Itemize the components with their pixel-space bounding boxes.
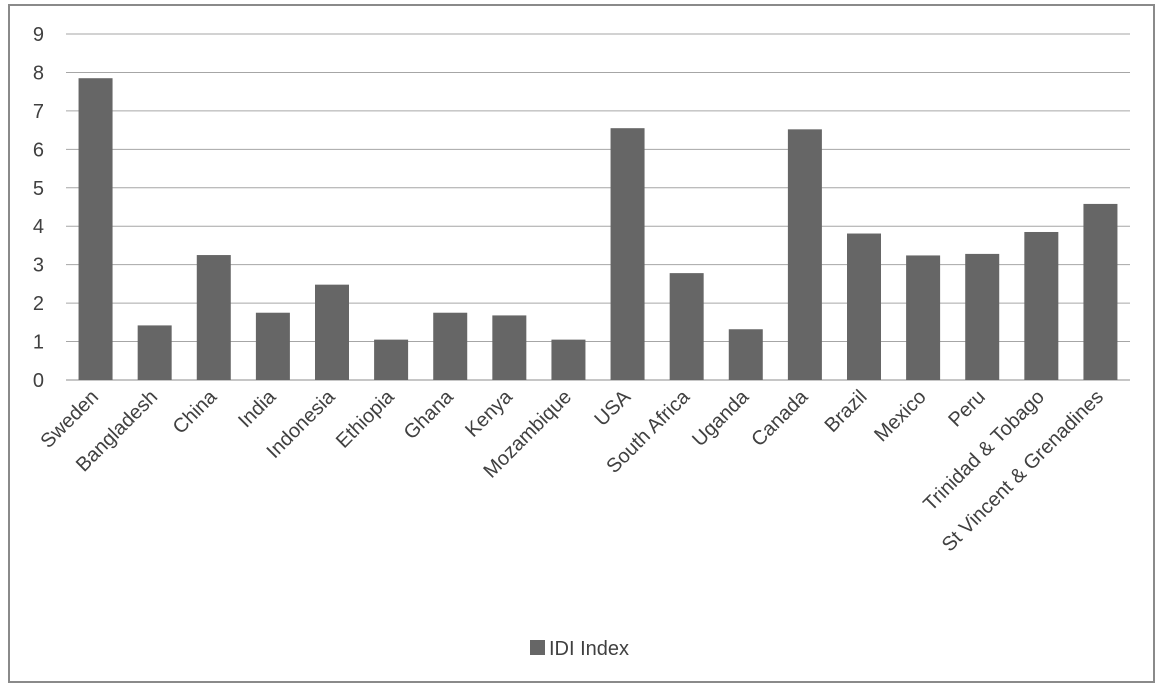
x-tick-label: Uganda [688, 385, 754, 451]
x-tick-label: Brazil [821, 386, 872, 437]
bar [906, 255, 941, 380]
y-tick-label: 6 [33, 139, 44, 161]
x-tick-label: USA [590, 386, 635, 431]
x-tick-label: Mexico [870, 386, 930, 446]
y-tick-label: 5 [33, 178, 44, 200]
bar [1024, 231, 1059, 380]
x-tick-label: China [169, 385, 222, 438]
y-tick-label: 0 [33, 370, 44, 392]
y-tick-label: 8 [33, 62, 44, 84]
bar [492, 315, 527, 380]
y-axis-ticks: 0 1 2 3 4 5 6 7 8 9 [33, 24, 44, 392]
legend-swatch [530, 640, 545, 655]
bar [196, 255, 231, 380]
chart-frame [8, 4, 1155, 683]
bar [787, 129, 822, 380]
bar [433, 312, 468, 380]
legend: IDI Index [530, 638, 629, 660]
bar [315, 284, 349, 380]
y-tick-label: 7 [33, 101, 44, 123]
x-tick-label: Kenya [461, 385, 517, 441]
y-tick-label: 2 [33, 293, 44, 315]
bar [965, 253, 1000, 380]
bar [255, 312, 290, 380]
x-tick-label: Ghana [400, 385, 459, 444]
gridlines [66, 33, 1130, 381]
x-tick-label: Ethiopia [332, 385, 399, 452]
x-tick-label: India [234, 385, 281, 432]
bar [610, 128, 645, 380]
x-tick-label: Canada [747, 385, 813, 451]
y-tick-label: 4 [33, 216, 44, 238]
y-tick-label: 1 [33, 332, 44, 354]
bar [374, 339, 409, 380]
bar [728, 329, 763, 380]
bar [551, 339, 586, 380]
bar [1083, 203, 1118, 380]
y-tick-label: 3 [33, 255, 44, 277]
bar [78, 78, 113, 380]
bar [137, 325, 172, 380]
y-tick-label: 9 [33, 24, 44, 46]
bar [669, 273, 704, 380]
bar [847, 233, 881, 380]
x-tick-label: Peru [944, 386, 989, 431]
legend-label: IDI Index [549, 638, 629, 660]
bars [78, 78, 1118, 380]
